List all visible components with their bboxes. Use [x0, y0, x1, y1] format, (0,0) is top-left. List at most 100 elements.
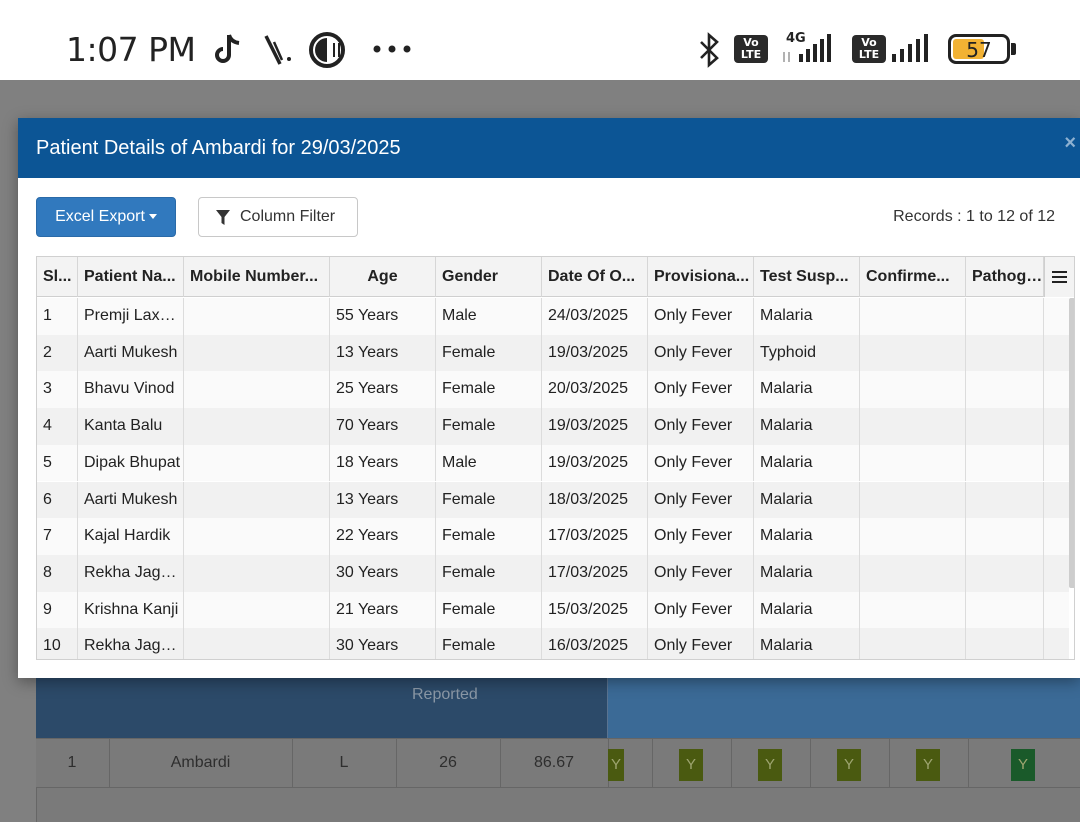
- provisional-diagnosis-cell: Only Fever: [648, 591, 754, 629]
- table-row[interactable]: 9 Krishna Kanji 21 Years Female 15/03/2025 On…: [37, 591, 1069, 629]
- date-of-onset-cell: 15/03/2025: [542, 591, 648, 629]
- mobile-number-cell: [184, 408, 330, 445]
- provisional-diagnosis-cell: Only Fever: [648, 444, 754, 482]
- test-suspected-cell: Malaria: [754, 371, 860, 409]
- patient-name-cell: Aarti Mukesh: [78, 334, 184, 372]
- provisional-diagnosis-header[interactable]: Provisiona...: [648, 257, 754, 297]
- sl-header[interactable]: Sl...: [37, 257, 78, 297]
- mobile-number-cell: [184, 481, 330, 519]
- app-icon: [309, 32, 345, 68]
- table-row[interactable]: 7 Kajal Hardik 22 Years Female 17/03/2025 Onl…: [37, 518, 1069, 555]
- mobile-number-cell: [184, 371, 330, 409]
- table-row[interactable]: 8 Rekha Jagdish 30 Years Female 17/03/2025 On…: [37, 554, 1069, 592]
- test-suspected-cell: Malaria: [754, 408, 860, 445]
- table-row[interactable]: 2 Aarti Mukesh 13 Years Female 19/03/2025 Onl…: [37, 334, 1069, 372]
- pathogen-cell: [966, 628, 1044, 659]
- test-suspected-header[interactable]: Test Susp...: [754, 257, 860, 297]
- signal-icon-sim2: [892, 34, 928, 62]
- gender-cell: Male: [436, 298, 542, 335]
- pathogen-cell: [966, 334, 1044, 372]
- patient-name-header[interactable]: Patient Na...: [78, 257, 184, 297]
- table-row[interactable]: 5 Dipak Bhupat 18 Years Male 19/03/2025 Only …: [37, 444, 1069, 482]
- gender-cell: Female: [436, 628, 542, 659]
- records-count: Records : 1 to 12 of 12: [893, 208, 1055, 225]
- grid-body: 1 Premji Laxman 55 Years Male 24/03/2025 Only…: [37, 298, 1069, 659]
- sl-cell: 4: [37, 408, 78, 445]
- flag-badge: Y: [679, 749, 703, 781]
- age-cell: 30 Years: [330, 628, 436, 659]
- gender-cell: Male: [436, 444, 542, 482]
- date-of-onset-header[interactable]: Date Of O...: [542, 257, 648, 297]
- close-icon[interactable]: ×: [1064, 132, 1076, 154]
- date-of-onset-cell: 19/03/2025: [542, 444, 648, 482]
- age-header[interactable]: Age: [330, 257, 436, 297]
- pathogen-cell: [966, 371, 1044, 409]
- age-cell: 13 Years: [330, 481, 436, 519]
- sl-cell: 8: [37, 554, 78, 592]
- sl-cell: 1: [37, 298, 78, 335]
- bg-percent: 86.67: [533, 754, 575, 771]
- sl-cell: 7: [37, 518, 78, 555]
- pathogen-cell: [966, 298, 1044, 335]
- provisional-diagnosis-cell: Only Fever: [648, 628, 754, 659]
- table-row[interactable]: 3 Bhavu Vinod 25 Years Female 20/03/2025 Only…: [37, 371, 1069, 409]
- column-menu-icon[interactable]: [1044, 257, 1074, 297]
- date-of-onset-cell: 19/03/2025: [542, 334, 648, 372]
- pathogen-cell: [966, 554, 1044, 592]
- confirmed-cell: [860, 298, 966, 335]
- column-filter-label: Column Filter: [240, 208, 336, 225]
- age-cell: 22 Years: [330, 518, 436, 555]
- age-cell: 30 Years: [330, 554, 436, 592]
- provisional-diagnosis-cell: Only Fever: [648, 334, 754, 372]
- sl-cell: 3: [37, 371, 78, 409]
- battery-percent: 57: [966, 38, 992, 62]
- patient-name-cell: Krishna Kanji: [78, 591, 184, 629]
- more-dots-icon: [373, 45, 411, 53]
- date-of-onset-cell: 17/03/2025: [542, 554, 648, 592]
- table-row[interactable]: 6 Aarti Mukesh 13 Years Female 18/03/2025 Onl…: [37, 481, 1069, 519]
- provisional-diagnosis-cell: Only Fever: [648, 481, 754, 519]
- excel-export-button[interactable]: Excel Export: [36, 197, 176, 237]
- date-of-onset-cell: 24/03/2025: [542, 298, 648, 335]
- gender-cell: Female: [436, 334, 542, 372]
- date-of-onset-cell: 18/03/2025: [542, 481, 648, 519]
- mobile-number-cell: [184, 518, 330, 555]
- background-table-row-empty: [36, 788, 1080, 822]
- pathogen-cell: [966, 444, 1044, 482]
- confirmed-cell: [860, 371, 966, 409]
- bg-count: 26: [439, 754, 457, 771]
- patient-name-cell: Rekha Jagdish: [78, 628, 184, 659]
- test-suspected-cell: Typhoid: [754, 334, 860, 372]
- mobile-number-header[interactable]: Mobile Number...: [184, 257, 330, 297]
- sl-cell: 9: [37, 591, 78, 629]
- bg-sl: 1: [67, 754, 77, 771]
- date-of-onset-cell: 19/03/2025: [542, 408, 648, 445]
- gender-header[interactable]: Gender: [436, 257, 542, 297]
- confirmed-cell: [860, 554, 966, 592]
- confirmed-cell: [860, 408, 966, 445]
- provisional-diagnosis-cell: Only Fever: [648, 554, 754, 592]
- provisional-diagnosis-cell: Only Fever: [648, 298, 754, 335]
- table-row[interactable]: 1 Premji Laxman 55 Years Male 24/03/2025 Only…: [37, 298, 1069, 335]
- mobile-number-cell: [184, 591, 330, 629]
- column-filter-button[interactable]: Column Filter: [198, 197, 358, 237]
- status-bar: 1:07 PM Vo LTE 4G Vo LTE: [0, 0, 1080, 80]
- table-row[interactable]: 10 Rekha Jagdish 30 Years Female 16/03/2025 O…: [37, 628, 1069, 659]
- flag-badge: Y: [837, 749, 861, 781]
- volte-icon: Vo LTE: [734, 35, 768, 63]
- test-suspected-cell: Malaria: [754, 444, 860, 482]
- table-row[interactable]: 4 Kanta Balu 70 Years Female 19/03/2025 Only …: [37, 408, 1069, 445]
- mobile-number-cell: [184, 298, 330, 335]
- bg-type: L: [339, 754, 349, 771]
- test-suspected-cell: Malaria: [754, 298, 860, 335]
- signal-icon: [783, 34, 831, 62]
- battery-fill: [953, 39, 984, 59]
- confirmed-header[interactable]: Confirme...: [860, 257, 966, 297]
- test-suspected-cell: Malaria: [754, 591, 860, 629]
- date-of-onset-cell: 16/03/2025: [542, 628, 648, 659]
- pathogen-header[interactable]: Pathoge...: [966, 257, 1044, 297]
- confirmed-cell: [860, 444, 966, 482]
- vertical-scrollbar[interactable]: [1069, 298, 1074, 588]
- grid-header: Sl... Patient Na... Mobile Number... Age Gen…: [37, 257, 1074, 297]
- pathogen-cell: [966, 408, 1044, 445]
